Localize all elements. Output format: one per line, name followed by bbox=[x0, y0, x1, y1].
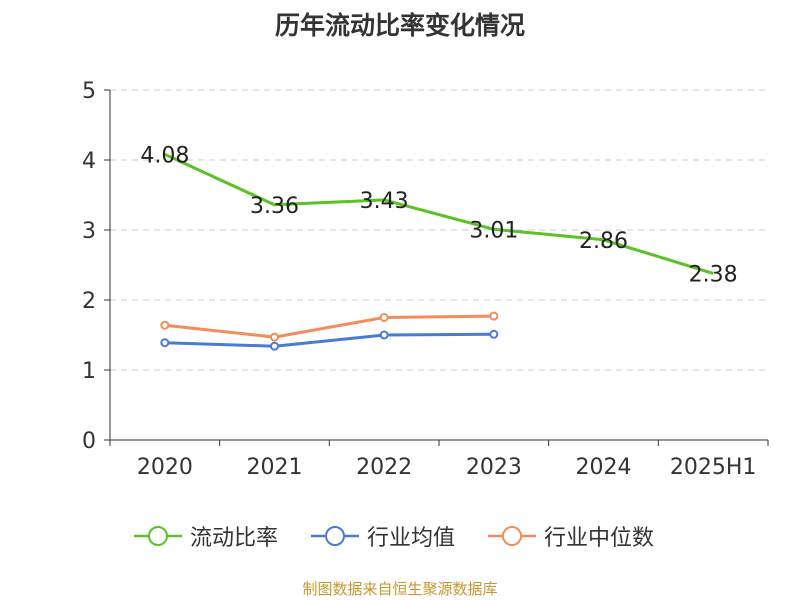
x-tick-label: 2023 bbox=[466, 455, 522, 480]
legend-label: 行业中位数 bbox=[544, 526, 655, 551]
data-label: 2.38 bbox=[689, 262, 738, 287]
legend-label: 流动比率 bbox=[190, 526, 279, 551]
x-tick-label: 2020 bbox=[137, 455, 193, 480]
legend-marker bbox=[502, 526, 522, 546]
y-tick-label: 4 bbox=[82, 149, 96, 174]
legend-item[interactable]: 行业中位数 bbox=[488, 518, 654, 554]
x-tick-label: 2025H1 bbox=[670, 455, 757, 480]
legend: 流动比率 行业均值 行业中位数 bbox=[0, 518, 800, 554]
chart-title: 历年流动比率变化情况 bbox=[274, 11, 525, 40]
data-label: 4.08 bbox=[140, 143, 189, 168]
data-label: 3.01 bbox=[469, 218, 518, 243]
y-tick-label: 1 bbox=[82, 359, 96, 384]
legend-item[interactable]: 行业均值 bbox=[311, 518, 455, 554]
data-point bbox=[160, 338, 170, 348]
series-line bbox=[164, 314, 494, 339]
x-tick-label: 2024 bbox=[576, 455, 632, 480]
y-tick-label: 5 bbox=[82, 79, 96, 104]
legend-marker bbox=[325, 526, 345, 546]
data-label: 3.36 bbox=[250, 194, 299, 219]
data-label: 2.86 bbox=[579, 229, 628, 254]
data-point bbox=[270, 341, 279, 351]
legend-marker bbox=[148, 526, 168, 546]
legend-label: 行业均值 bbox=[367, 526, 456, 551]
data-labels: 4.08 3.36 3.43 3.01 2.86 2.38 bbox=[140, 143, 737, 287]
legend-item[interactable]: 流动比率 bbox=[134, 518, 278, 554]
data-point bbox=[379, 313, 389, 322]
data-point bbox=[160, 320, 170, 330]
data-point bbox=[270, 332, 279, 342]
series-line bbox=[164, 332, 494, 348]
series-line bbox=[164, 153, 714, 275]
source-note: 制图数据来自恒生聚源数据库 bbox=[302, 580, 498, 598]
data-label: 3.43 bbox=[360, 189, 409, 214]
y-tick-label: 2 bbox=[82, 289, 96, 314]
data-point bbox=[489, 329, 499, 339]
x-tick-label: 2022 bbox=[356, 455, 412, 480]
legend-line-circle-icon bbox=[311, 526, 359, 546]
y-tick-label: 0 bbox=[82, 429, 96, 454]
y-axis: 0 1 2 3 4 5 bbox=[82, 79, 111, 454]
y-tick-label: 3 bbox=[82, 219, 96, 244]
data-point bbox=[379, 330, 389, 340]
x-axis: 2020 2021 2022 2023 2024 2025H1 bbox=[109, 439, 769, 480]
gridlines bbox=[110, 89, 768, 371]
legend-line-circle-icon bbox=[488, 526, 536, 546]
legend-line-circle-icon bbox=[134, 526, 182, 546]
x-tick-label: 2021 bbox=[247, 455, 303, 480]
series-lines bbox=[160, 153, 714, 351]
data-point bbox=[489, 311, 499, 321]
